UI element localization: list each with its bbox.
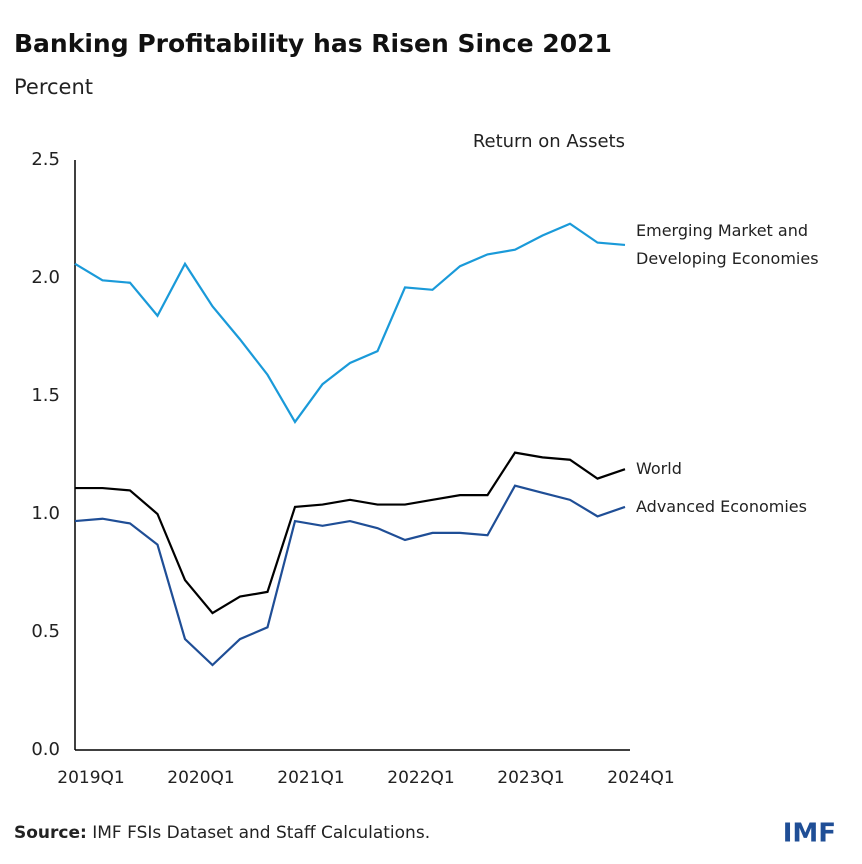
y-tick-label: 1.0 <box>31 503 60 524</box>
series-label: Emerging Market and Developing Economies <box>636 220 819 268</box>
source-label: Source: <box>14 823 87 843</box>
x-tick-label: 2023Q1 <box>497 768 564 788</box>
x-tick-label: 2020Q1 <box>167 768 234 788</box>
series-label: World <box>636 459 682 479</box>
y-tick-label: 2.5 <box>31 149 60 170</box>
source: Source: IMF FSIs Dataset and Staff Calcu… <box>14 823 430 843</box>
logo: IMF <box>783 819 836 849</box>
subtitle: Percent <box>14 75 93 99</box>
source-text: IMF FSIs Dataset and Staff Calculations. <box>92 823 430 843</box>
y-tick-label: 1.5 <box>31 385 60 406</box>
series-line <box>75 451 626 615</box>
chart-title: Banking Profitability has Risen Since 20… <box>14 29 612 58</box>
series-line <box>74 484 626 667</box>
y-tick-label: 0.0 <box>31 739 60 760</box>
series-line <box>74 222 626 424</box>
series-label: Advanced Economies <box>636 496 807 516</box>
x-tick-label: 2021Q1 <box>277 768 344 788</box>
y-tick-label: 2.0 <box>31 267 60 288</box>
x-tick-label: 2024Q1 <box>607 768 674 788</box>
panel-title: Return on Assets <box>473 131 625 152</box>
y-tick-label: 0.5 <box>31 621 60 642</box>
x-tick-label: 2019Q1 <box>57 768 124 788</box>
x-tick-label: 2022Q1 <box>387 768 454 788</box>
